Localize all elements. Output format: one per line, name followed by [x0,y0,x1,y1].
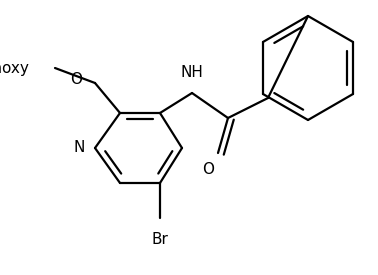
Text: O: O [70,73,82,87]
Text: methoxy: methoxy [0,60,30,76]
Text: O: O [202,162,214,177]
Text: Br: Br [152,232,169,247]
Text: N: N [74,141,85,155]
Text: NH: NH [181,65,203,80]
